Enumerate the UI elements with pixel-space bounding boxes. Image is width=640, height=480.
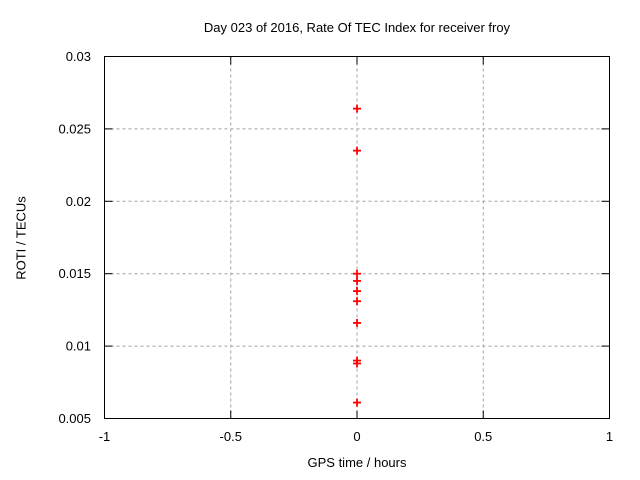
y-tick-label: 0.03 [66, 49, 91, 64]
x-axis-label: GPS time / hours [307, 455, 407, 470]
y-tick-label: 0.005 [58, 411, 91, 426]
x-tick-label: -0.5 [220, 429, 242, 444]
y-tick-label: 0.01 [66, 339, 91, 354]
x-tick-label: 0 [353, 429, 360, 444]
y-tick-label: 0.015 [58, 266, 91, 281]
x-tick-label: 0.5 [474, 429, 492, 444]
y-tick-label: 0.025 [58, 121, 91, 136]
chart-title: Day 023 of 2016, Rate Of TEC Index for r… [203, 20, 511, 35]
x-tick-label: -1 [99, 429, 111, 444]
y-tick-label: 0.02 [66, 194, 91, 209]
x-tick-label: 1 [606, 429, 613, 444]
